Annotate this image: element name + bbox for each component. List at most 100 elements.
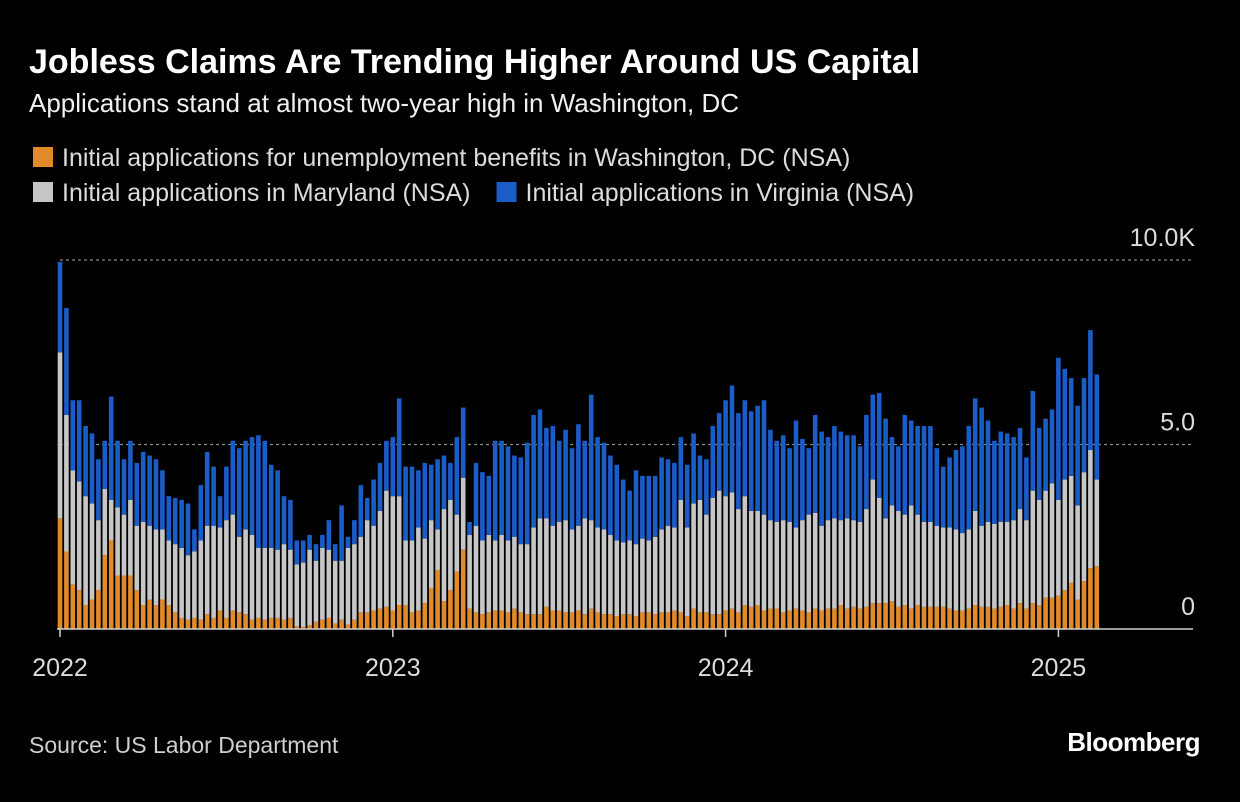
chart-subtitle: Applications stand at almost two-year hi… [29,88,739,118]
bar-segment [729,492,735,609]
brand: Bloomberg [1067,727,1200,757]
bar-segment [563,429,568,521]
bar-segment [416,527,421,611]
bar-segment [480,614,485,629]
bar-segment [313,621,319,629]
bar-segment [774,608,780,629]
bar-segment [992,440,997,524]
bar-segment [134,525,140,591]
bar-segment [249,619,255,629]
bar-segment [108,540,114,629]
bar-segment [115,575,120,629]
bar-segment [908,505,914,609]
bar-segment [288,617,293,629]
bar-segment [294,540,300,565]
bar-segment [505,446,511,541]
bar-segment [883,603,888,629]
bar-segment [518,544,524,613]
bar-segment [249,534,255,620]
bar-segment [569,612,575,629]
bar-segment [454,571,460,629]
bar-segment [1036,605,1042,629]
bar-segment [806,448,812,515]
bar-segment [985,606,991,629]
bar-segment [64,414,69,552]
bar-segment [409,540,415,613]
bar-segment [806,612,812,629]
bar-segment [486,475,492,535]
y-tick-label: 10.0K [1130,224,1196,252]
bar-segment [275,617,280,629]
bar-segment [857,446,863,522]
bar-segment [179,617,184,629]
bar-segment [953,610,959,629]
bar-segment [96,459,101,521]
bar-segment [147,455,152,526]
bar-segment [76,481,82,591]
bar-segment [1004,433,1010,522]
bar-segment [364,520,370,613]
bar-segment [1094,566,1100,629]
bar-segment [832,518,837,609]
bar-segment [576,525,581,611]
bar-segment [588,394,594,521]
bar-segment [979,606,984,629]
bar-segment [230,440,236,515]
x-tick-label: 2023 [365,654,421,682]
bar-segment [595,437,600,528]
bar-segment [179,547,184,618]
bar-segment [633,544,639,617]
bar-segment [204,525,210,615]
y-tick-label: 5.0 [1160,409,1195,437]
bar-segment [166,605,172,629]
bar-segment [896,446,901,511]
bar-segment [608,614,613,629]
legend-label: Initial applications in Virginia (NSA) [526,179,915,207]
bar-segment [57,518,63,629]
bar-segment [627,614,632,629]
bar-segment [236,612,242,629]
bar-segment [915,605,920,629]
bar-segment [723,400,728,497]
bar-segment [377,462,383,511]
bar-segment [812,608,818,629]
bar-segment [428,588,434,629]
bar-segment [326,520,332,550]
bar-segment [870,479,876,604]
bar-segment [716,614,722,629]
bar-segment [678,499,684,613]
bar-segment [185,555,191,620]
bar-segment [236,536,242,613]
bar-segment [486,534,492,613]
bar-segment [230,514,236,611]
bar-segment [467,534,472,609]
bar-segment [505,612,511,629]
bar-segment [1094,374,1100,480]
bar-segment [857,608,863,629]
bar-segment [800,520,805,611]
bar-segment [1036,427,1042,500]
bar-segment [755,510,760,606]
bar-segment [192,617,197,629]
bar-segment [544,606,549,629]
bar-segment [1017,509,1023,604]
bar-segment [620,614,626,629]
bar-segment [358,485,364,537]
bar-segment [678,612,684,629]
bar-segment [339,619,344,629]
bar-segment [697,612,703,629]
bar-segment [774,440,780,522]
bar-segment [672,527,677,611]
bar-segment [550,525,556,611]
bar-segment [300,562,306,628]
bar-segment [499,440,504,535]
bar-segment [896,606,901,629]
bar-segment [294,564,300,627]
bar-segment [1062,590,1068,629]
bar-segment [851,520,856,607]
bar-segment [601,529,607,615]
bar-segment [204,451,210,526]
bar-segment [582,440,588,519]
bar-segment [934,448,940,526]
